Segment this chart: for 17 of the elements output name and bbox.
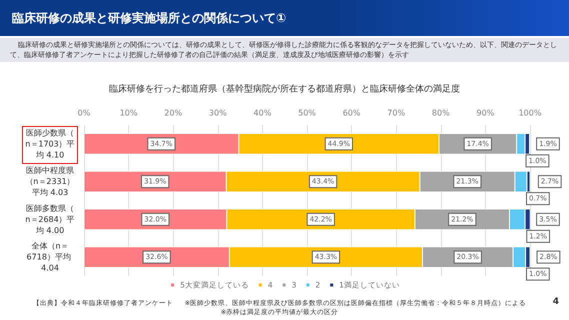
x-tick-label: 90% (476, 108, 495, 118)
chart-title: 臨床研修の成果と研修実施場所との関係について① (0, 0, 569, 36)
y-tick-label: 医師多数県（n＝2684）平均 4.00 (25, 204, 75, 235)
text: 4 (552, 297, 559, 307)
x-tick-label: 50% (298, 108, 316, 118)
y-tick-label: 医師中程度県（n＝2331）平均 4.03 (25, 166, 75, 198)
x-tick-label: 30% (208, 108, 228, 118)
x-tick-label: 40% (254, 108, 272, 118)
y-tick-label: 全体（n＝6718）平均 4.04 (26, 242, 74, 273)
x-tick-label: 60% (342, 108, 361, 118)
x-tick-label: 70% (387, 108, 406, 118)
x-tick-label: 100% (518, 108, 542, 118)
x-tick-label: 80% (432, 108, 450, 118)
x-tick-label: 10% (120, 108, 138, 118)
text: 臨床研修を行った都道府県（基幹型病院が所在する都道府県）と臨床研修全体の満足度 (109, 84, 460, 94)
x-tick-label: 0% (78, 108, 91, 118)
x-tick-label: 20% (164, 108, 182, 118)
